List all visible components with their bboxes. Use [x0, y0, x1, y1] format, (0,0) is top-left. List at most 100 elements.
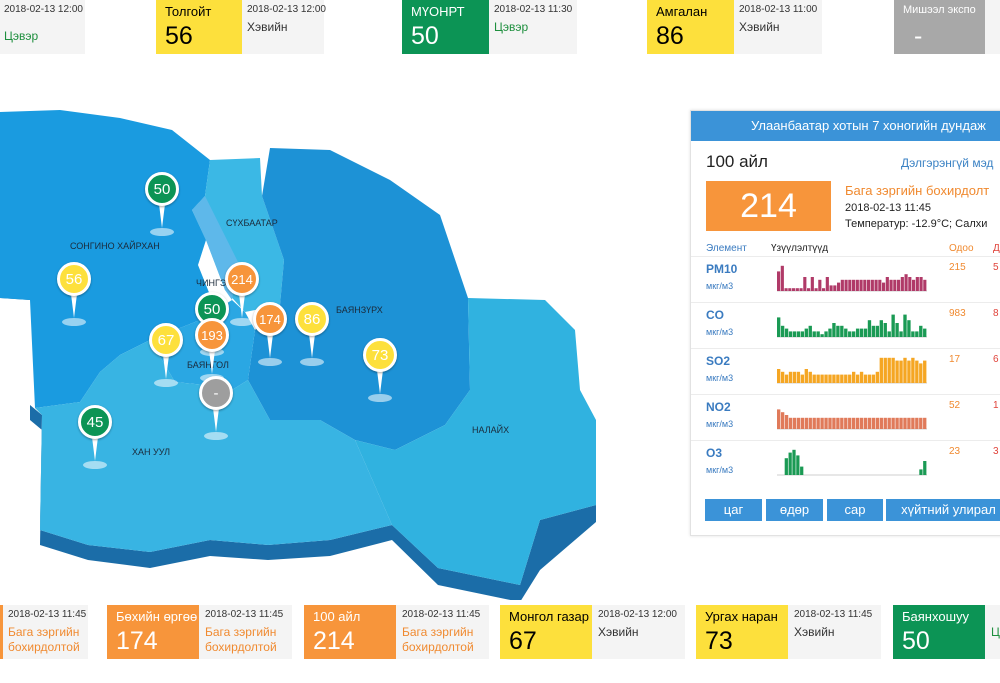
sparkline-bar — [836, 325, 840, 337]
station-pin[interactable]: 73 — [363, 338, 397, 402]
pollutant-row[interactable]: CO мкг/м3 983 8 — [691, 302, 1000, 349]
sparkline-bar — [852, 371, 856, 383]
sparkline-bar — [784, 415, 789, 429]
station-card[interactable]: 100 айл 214 2018-02-13 11:45 Бага зэргий… — [304, 605, 489, 659]
station-card[interactable]: Толгойт 56 2018-02-13 12:00 Хэвийн — [156, 0, 326, 54]
sparkline-bar — [788, 288, 792, 291]
sparkline-bar — [870, 279, 874, 291]
sparkline-bar — [848, 279, 852, 291]
card-value: 67 — [509, 627, 537, 655]
sparkline-bar — [911, 417, 915, 429]
pollutant-unit: мкг/м3 — [706, 281, 734, 291]
card-value: 86 — [656, 22, 684, 50]
sparkline-bar — [812, 417, 816, 429]
station-pin[interactable]: 86 — [295, 302, 329, 366]
sparkline-bar — [907, 417, 911, 429]
station-pin[interactable]: 214 — [225, 262, 259, 326]
card-time: 2018-02-13 11:45 — [794, 609, 873, 620]
pollutant-row[interactable]: NO2 мкг/м3 52 1 — [691, 394, 1000, 441]
sparkline-bar — [900, 277, 904, 291]
station-pin[interactable]: 193 — [195, 318, 229, 382]
sparkline-bar — [923, 461, 927, 475]
district-khanuul[interactable] — [35, 340, 392, 552]
sparkline-bar — [912, 279, 916, 291]
station-pin[interactable]: 174 — [253, 302, 287, 366]
period-hour-button[interactable]: цаг — [705, 499, 762, 521]
sparkline-bar — [883, 357, 887, 383]
panel-temperature: Температур: -12.9°C; Салхи — [845, 218, 988, 230]
sparkline-bar — [919, 363, 923, 383]
station-pin[interactable]: - — [199, 376, 233, 440]
current-value: 23 — [949, 446, 961, 457]
pollutant-row[interactable]: PM10 мкг/м3 215 5 — [691, 256, 1000, 303]
district-label: ХАН УУЛ — [132, 447, 170, 457]
sparkline-bar — [919, 469, 923, 475]
card-time: 2018-02-13 11:45 — [8, 609, 87, 620]
current-value: 52 — [949, 400, 961, 411]
sparkline-bar — [820, 334, 824, 337]
sparkline-bar — [792, 371, 797, 383]
station-pin[interactable]: 56 — [57, 262, 91, 326]
period-day-button[interactable]: өдөр — [766, 499, 823, 521]
card-status: Бага зэргийн бохирдолтой — [402, 625, 474, 654]
period-month-button[interactable]: сар — [827, 499, 883, 521]
pollutant-row[interactable]: O3 мкг/м3 23 3 — [691, 440, 1000, 487]
district-bayanzurkh[interactable] — [248, 148, 470, 450]
sparkline-bar — [871, 417, 876, 429]
sparkline-bar — [796, 417, 801, 429]
sparkline-bar — [923, 360, 927, 383]
card-time: 2018-02-13 11:00 — [739, 4, 818, 15]
sparkline-bar — [784, 374, 789, 383]
card-name: Бөхийн өргөө — [116, 609, 198, 624]
sparkline-bar — [875, 325, 880, 337]
station-card[interactable]: Баянхошуу 50 Ц — [893, 605, 1000, 659]
station-card[interactable]: Мишээл экспо - — [894, 0, 1000, 54]
sparkline-bar — [812, 374, 816, 383]
station-card[interactable]: Ургах наран 73 2018-02-13 11:45 Хэвийн — [696, 605, 881, 659]
station-pin[interactable]: 50 — [145, 172, 179, 236]
sparkline-bar — [844, 328, 848, 337]
sparkline-bar — [816, 331, 820, 337]
sparkline — [777, 409, 927, 430]
sparkline-bar — [804, 328, 808, 337]
pin-value: 67 — [149, 323, 183, 357]
district-sukhbaatar[interactable] — [192, 158, 284, 312]
sparkline-bar — [836, 417, 840, 429]
district-map: СОНГИНО ХАЙРХАН СҮХБААТАР ЧИНГЭЛТЭЙ БАЯН… — [0, 110, 596, 600]
sparkline-bar — [777, 271, 781, 291]
sparkline-bar — [852, 417, 856, 429]
sparkline-bar — [895, 360, 899, 383]
card-time: 2018-02-13 11:45 — [205, 609, 284, 620]
sparkline-bar — [859, 417, 864, 429]
sparkline-bar — [919, 277, 923, 291]
station-card[interactable]: 2018-02-13 11:45 Бага зэргийн бохирдолто… — [0, 605, 88, 659]
pin-value: 193 — [195, 318, 229, 352]
station-card[interactable]: МҮОНРТ 50 2018-02-13 11:30 Цэвэр — [402, 0, 577, 54]
details-link[interactable]: Дэлгэрэнгүй мэд — [901, 156, 994, 170]
station-card[interactable]: Бөхийн өргөө 174 2018-02-13 11:45 Бага з… — [107, 605, 292, 659]
current-value: 215 — [949, 262, 966, 273]
sparkline-bar — [915, 417, 919, 429]
station-card[interactable]: Монгол газар 67 2018-02-13 12:00 Хэвийн — [500, 605, 685, 659]
period-winter-button[interactable]: хүйтний улирал — [886, 499, 1000, 521]
sparkline-bar — [788, 452, 792, 475]
sparkline-bar — [915, 331, 919, 337]
sparkline — [777, 449, 927, 476]
sparkline-bar — [800, 374, 805, 383]
pin-value: 174 — [253, 302, 287, 336]
station-card[interactable]: Амгалан 86 2018-02-13 11:00 Хэвийн — [647, 0, 822, 54]
station-pin[interactable]: 67 — [149, 323, 183, 387]
sparkline-bar — [800, 331, 805, 337]
sparkline-bar — [855, 328, 860, 337]
station-pin[interactable]: 45 — [78, 405, 112, 469]
sparkline-bar — [863, 279, 867, 291]
card-status: Хэвийн — [794, 625, 835, 639]
sparkline-bar — [824, 417, 828, 429]
sparkline-bar — [911, 331, 915, 337]
station-card[interactable]: 2018-02-13 12:00 Цэвэр — [0, 0, 85, 54]
sparkline-bar — [871, 325, 876, 337]
pollutant-row[interactable]: SO2 мкг/м3 17 6 — [691, 348, 1000, 395]
pin-value: 73 — [363, 338, 397, 372]
district-nalaikh[interactable] — [355, 298, 596, 585]
sparkline-bar — [825, 277, 829, 291]
